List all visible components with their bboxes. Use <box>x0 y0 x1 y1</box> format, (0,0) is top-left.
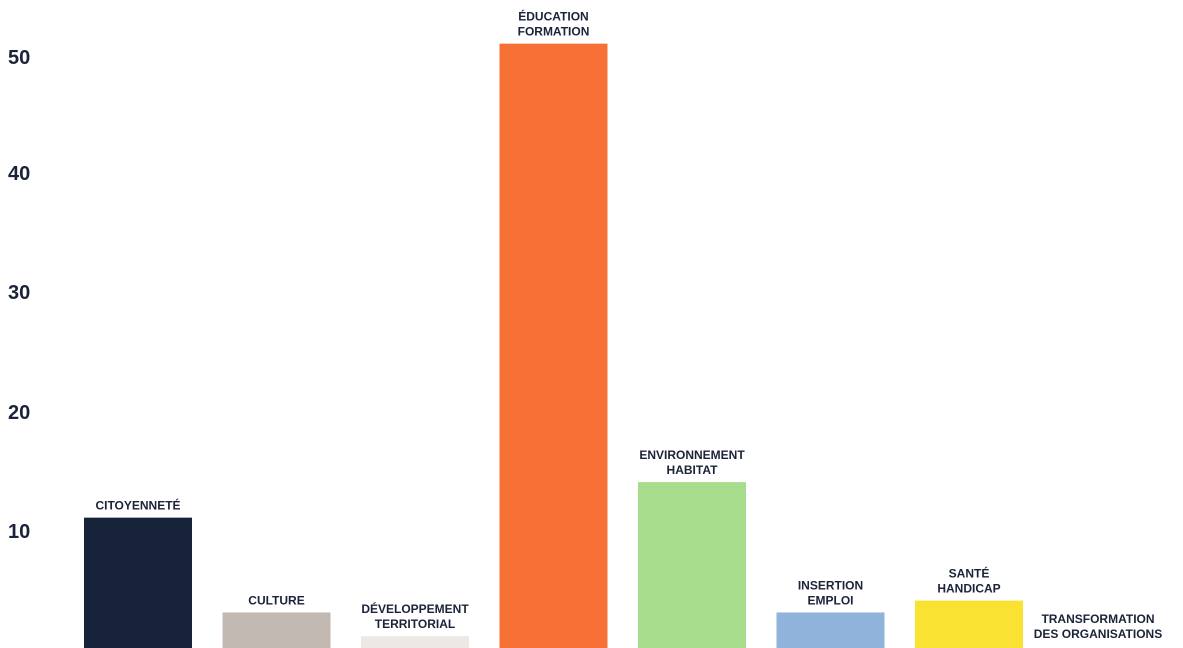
bar <box>638 482 746 648</box>
bar-label: ENVIRONNEMENT <box>639 448 745 462</box>
bar-label: TRANSFORMATION <box>1041 612 1154 626</box>
y-tick-label: 30 <box>8 282 30 304</box>
bar-label: HABITAT <box>667 463 719 477</box>
bar-label: DES ORGANISATIONS <box>1034 627 1162 641</box>
bar <box>499 43 608 648</box>
bar-label: EMPLOI <box>807 593 853 607</box>
bar-label: ÉDUCATION <box>518 9 588 24</box>
bar-label: DÉVELOPPEMENT <box>361 601 469 616</box>
bar-label: FORMATION <box>518 25 590 39</box>
bars-group <box>84 43 1023 648</box>
bar-label: CULTURE <box>248 593 304 607</box>
bar-labels-group: CITOYENNETÉ CULTURE DÉVELOPPEMENTTERRITORI… <box>95 9 1162 641</box>
bar-label: CITOYENNETÉ <box>95 498 180 513</box>
bar-label: HANDICAP <box>937 582 1000 596</box>
y-tick-label: 40 <box>8 163 30 185</box>
bar <box>222 612 331 648</box>
bar <box>361 636 469 648</box>
y-tick-label: 20 <box>8 402 30 424</box>
bar-label: SANTÉ <box>949 566 990 581</box>
y-axis-ticks: 10 20 30 40 50 <box>8 47 30 543</box>
y-tick-label: 10 <box>8 521 30 543</box>
y-tick-label: 50 <box>8 47 30 69</box>
bar <box>915 600 1023 648</box>
bar-label: INSERTION <box>798 578 863 592</box>
bar <box>84 517 192 648</box>
bar <box>776 612 885 648</box>
bar-label: TERRITORIAL <box>375 617 455 631</box>
